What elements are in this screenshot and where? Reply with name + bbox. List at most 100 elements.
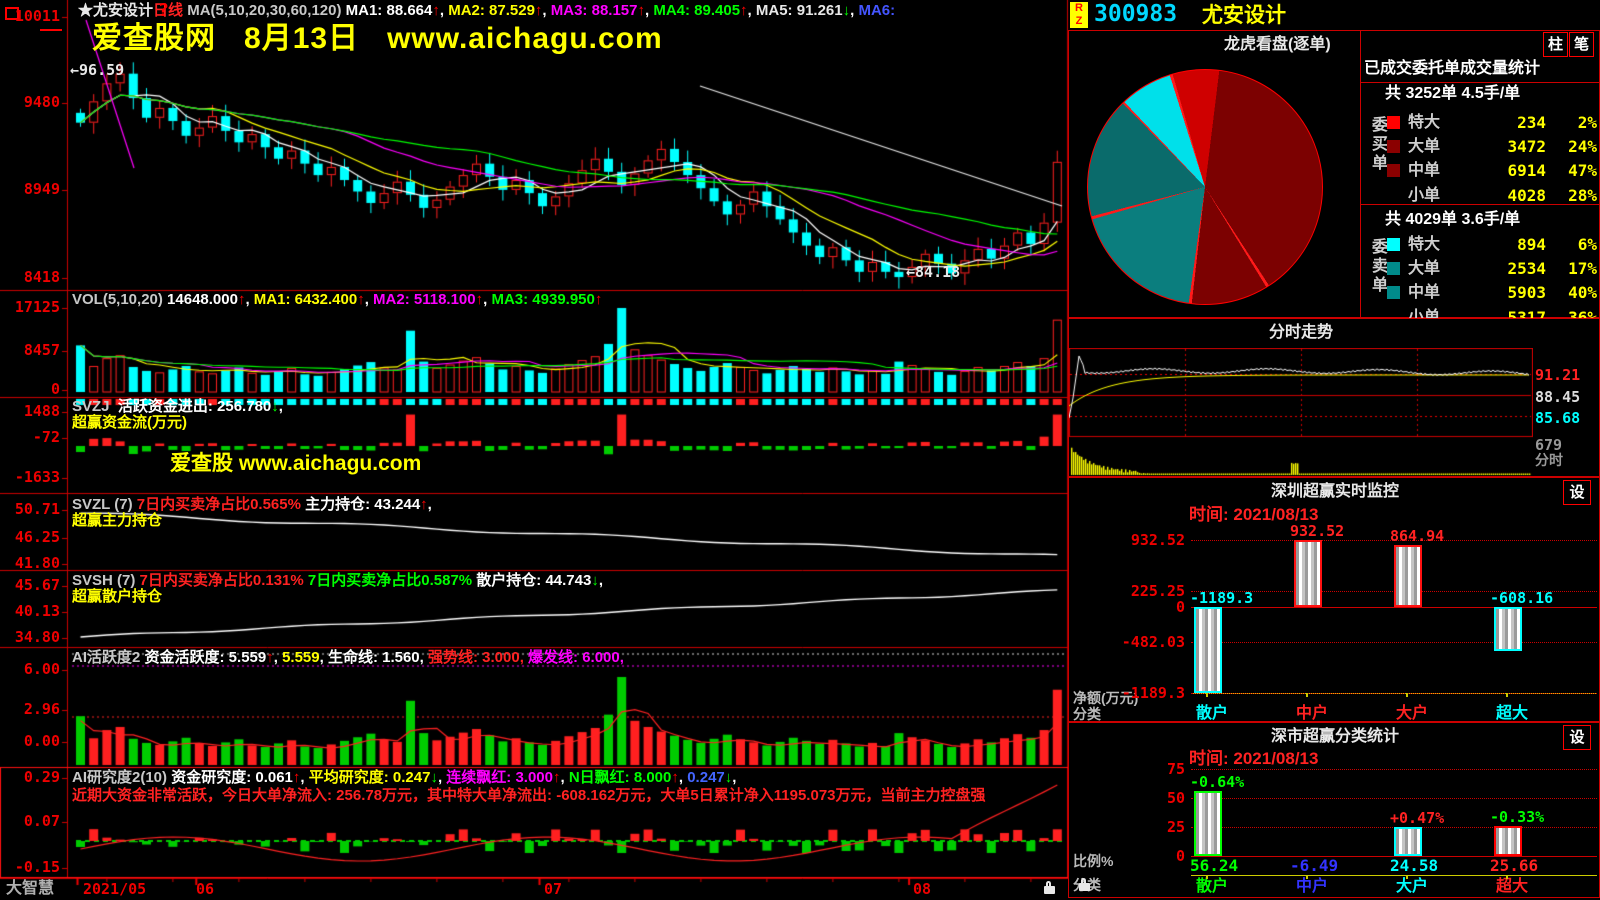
y-axis-label: 17125 [14, 298, 60, 316]
y-axis-label: 9480 [23, 93, 60, 111]
bar-mode-button[interactable]: 柱 [1543, 32, 1568, 57]
x-axis-label: 2021/05 [83, 880, 147, 898]
divider [1361, 82, 1600, 83]
row-value: 5903 [1507, 283, 1546, 302]
axis-tick [1506, 693, 1508, 697]
classify-title: 深市超赢分类统计 [1270, 728, 1399, 745]
rz-badge: R Z [1070, 2, 1088, 28]
bar-value-text: 24.58 [1390, 856, 1439, 875]
value-bar [1394, 827, 1422, 856]
order-side-label: 委买单 [1369, 116, 1386, 173]
taskbar-brand[interactable]: 大智慧 [6, 880, 55, 897]
classify-unit-label: 比例% [1073, 853, 1114, 869]
bar-value-label: -608.16 [1490, 589, 1554, 607]
category-label: 超大 [1496, 705, 1529, 722]
svzl-panel-header: SVZL (7) 7日内买卖净占比0.565% 主力持仓: 43.244↑, [72, 496, 432, 513]
divider [1361, 204, 1600, 205]
y-axis-label: 0 [1175, 847, 1185, 865]
main-chart-header: ★尤安设计日线 MA(5,10,20,30,60,120) MA1: 88.66… [78, 2, 896, 19]
y-axis-label: 0.00 [23, 732, 60, 750]
order-stats-table: 已成交委托单成交量统计 共 3252单 4.5手/单 委买单 特大 234 2% 大单 34… [1360, 31, 1600, 326]
svzj-panel-header: SVZJ 活跃资金进出: 256.780↓, [72, 398, 283, 415]
y-axis-label: -1189.3 [1121, 683, 1185, 702]
gridline [1191, 769, 1597, 770]
gridline [1191, 539, 1597, 541]
pen-mode-button[interactable]: 笔 [1569, 32, 1594, 57]
category-label: 中户 [1296, 878, 1329, 895]
price-underline [40, 29, 62, 31]
watermark-sub: 爱查股 www.aichagu.com [170, 452, 422, 475]
row-label: 中单 [1408, 162, 1441, 179]
stock-name[interactable]: 尤安设计 [1202, 4, 1286, 27]
y-axis-label: 75 [1166, 760, 1185, 778]
y-axis-label: 932.52 [1130, 530, 1185, 549]
classify-stats-panel: 深市超赢分类统计 设 时间: 2021/08/13 比例% 分类 7550250… [1068, 722, 1600, 898]
row-value: 3472 [1507, 137, 1546, 156]
intraday-price-low-label: 85.68 [1535, 409, 1581, 427]
intraday-price-mid-label: 88.45 [1535, 388, 1581, 406]
y-axis-label: 225.25 [1130, 581, 1185, 600]
row-value: 2534 [1507, 259, 1546, 278]
stock-code[interactable]: 300983 [1094, 1, 1178, 27]
intraday-volume-label: 679 [1535, 436, 1563, 454]
ai-research-panel-header: AI研究度2(10) 资金研究度: 0.061↑, 平均研究度: 0.247↓,… [72, 769, 737, 786]
svsh-panel-subtitle: 超赢散户持仓 [72, 588, 163, 605]
bar-value-label: 864.94 [1390, 526, 1445, 545]
y-axis-label: 10011 [14, 7, 60, 25]
axis-tick [1206, 693, 1208, 697]
y-axis-label: -0.15 [14, 858, 60, 876]
row-label: 特大 [1408, 236, 1441, 253]
intraday-title: 分时走势 [1268, 324, 1333, 341]
row-percent: 17% [1568, 259, 1597, 278]
axis-tick [1206, 875, 1208, 879]
svzl-panel-subtitle: 超赢主力持仓 [72, 512, 163, 529]
y-axis-label: 45.67 [14, 576, 60, 594]
swatch [1387, 140, 1400, 153]
x-axis-label: 06 [196, 880, 215, 898]
bar-value-label: +0.47% [1390, 809, 1445, 828]
ai-activity-panel-header: AI活跃度2 资金活跃度: 5.559↑, 5.559, 生命线: 1.560,… [72, 649, 624, 666]
x-axis-label: 07 [544, 880, 563, 898]
y-axis-label: 50 [1166, 789, 1185, 807]
order-volume-pie-chart[interactable] [1087, 69, 1323, 305]
category-label: 散户 [1196, 878, 1229, 895]
classify-settings-button[interactable]: 设 [1563, 725, 1591, 750]
category-label: 中户 [1296, 705, 1329, 722]
swatch [1387, 262, 1400, 275]
x-axis-label: 08 [913, 880, 932, 898]
swatch [1387, 238, 1400, 251]
axis-tick [1406, 693, 1408, 697]
y-axis-label: 40.13 [14, 602, 60, 620]
intraday-chart-canvas[interactable] [1069, 348, 1533, 478]
left-chart-canvas[interactable] [0, 0, 1070, 900]
monitor-title: 深圳超赢实时监控 [1270, 483, 1399, 500]
y-axis-label: 0 [1175, 598, 1185, 616]
intraday-panel: 分时走势 91.21 88.45 85.68 679 分时 [1068, 318, 1600, 478]
row-value: 234 [1517, 113, 1546, 132]
group-summary: 共 4029单 3.6手/单 [1385, 211, 1521, 228]
row-label: 特大 [1408, 114, 1441, 131]
swatch [1387, 116, 1400, 129]
value-bar [1394, 544, 1422, 607]
svzj-panel-subtitle: 超赢资金流(万元) [72, 414, 187, 431]
zero-line [1191, 856, 1597, 857]
window-corner-icon [5, 7, 19, 20]
bar-value-label: 932.52 [1290, 521, 1345, 540]
y-axis-label: 46.25 [14, 528, 60, 546]
y-axis-label: 1488 [23, 402, 60, 420]
category-label: 大户 [1396, 705, 1429, 722]
watermark-main: 爱查股网 8月13日 www.aichagu.com [92, 22, 663, 55]
y-axis-label: 8418 [23, 268, 60, 286]
gridline [1191, 692, 1597, 694]
lock-icon [1044, 881, 1055, 894]
monitor-settings-button[interactable]: 设 [1563, 480, 1591, 505]
help-icon[interactable]: ? [158, 0, 169, 21]
bar-value-text: 25.66 [1490, 856, 1539, 875]
gridline [1191, 798, 1597, 799]
bar-value-label: -0.64% [1190, 772, 1245, 791]
swatch [1387, 164, 1400, 177]
category-label: 大户 [1396, 878, 1429, 895]
peak-annotation: ←96.59 [70, 61, 125, 79]
y-axis-label: 50.71 [14, 500, 60, 518]
bar-value-text: 56.24 [1190, 856, 1239, 875]
